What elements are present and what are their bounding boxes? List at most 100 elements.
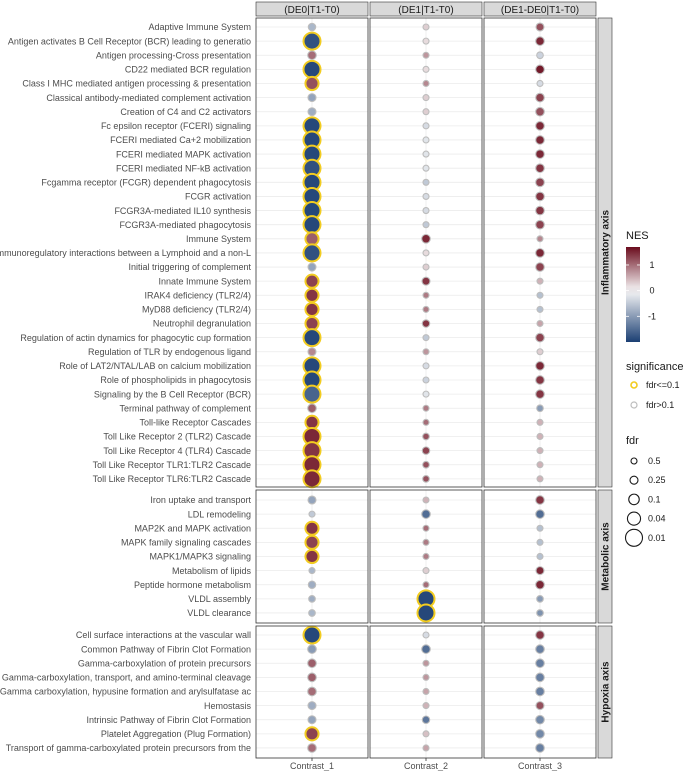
row-label: Cell surface interactions at the vascula… [76, 630, 251, 640]
data-point [422, 150, 430, 158]
row-label: Metabolism of lipids [172, 566, 252, 576]
data-point [307, 107, 317, 117]
data-point [302, 59, 322, 79]
panel-border [483, 489, 597, 624]
legend-significance-label: fdr<=0.1 [646, 380, 680, 390]
data-point [302, 31, 322, 51]
data-point [536, 404, 544, 413]
x-tick-label: Contrast_3 [518, 761, 562, 771]
facet-strip [597, 625, 613, 759]
data-point [307, 580, 317, 589]
data-point [302, 328, 322, 348]
data-point [535, 509, 545, 519]
data-point [536, 235, 544, 243]
data-point [535, 177, 545, 188]
facet-strip-label: Hypoxia axis [601, 661, 612, 723]
data-point [422, 192, 430, 200]
data-point [307, 715, 317, 725]
panel-border [255, 17, 369, 488]
legend-color-tick-label: 0 [649, 286, 654, 296]
data-point [422, 263, 430, 271]
panel-title: (DE1-DE0|T1-T0) [501, 5, 579, 16]
data-point [422, 581, 430, 589]
row-label: VLDL assembly [188, 594, 251, 604]
data-point [422, 659, 430, 667]
legend-fdr-key [629, 475, 639, 485]
row-label: Regulation of actin dynamics for phagocy… [20, 333, 251, 343]
data-point [308, 510, 316, 518]
data-point [307, 743, 317, 753]
data-point [421, 715, 431, 724]
row-label: Transport of gamma-carboxylated protein … [6, 743, 251, 753]
data-point [307, 644, 317, 654]
data-point [422, 249, 430, 257]
data-point [421, 233, 431, 244]
data-point [422, 79, 430, 88]
data-point [536, 538, 544, 546]
row-label: Immune System [186, 234, 251, 244]
data-point [422, 673, 430, 681]
data-point [422, 51, 430, 59]
data-point [422, 538, 430, 546]
panel-header-strip [255, 1, 369, 17]
data-point [535, 729, 545, 739]
row-label: FCGR activation [185, 192, 251, 202]
data-point [422, 221, 430, 229]
panel-header-strip [369, 1, 483, 17]
facet-group: Iron uptake and transport LDL remodeling M… [121, 489, 613, 624]
data-point [302, 215, 322, 235]
data-point [535, 495, 545, 505]
data-point [535, 262, 545, 272]
row-label: Intrinsic Pathway of Fibrin Clot Formati… [86, 715, 251, 725]
data-point [535, 163, 545, 174]
data-point [421, 276, 431, 286]
row-label: Toll Like Receptor 4 (TLR4) Cascade [103, 446, 251, 456]
row-label: Gamma-carboxylation of protein precursor… [78, 658, 252, 668]
row-label: MAPK family signaling cascades [121, 538, 252, 548]
data-point [302, 469, 322, 489]
data-point [536, 305, 544, 313]
row-label: FCGR3A-mediated phagocytosis [119, 220, 251, 230]
data-point [304, 534, 320, 550]
data-point [535, 658, 545, 669]
legend-fdr-label: 0.01 [648, 533, 666, 543]
data-point [536, 461, 544, 469]
data-point [307, 701, 317, 711]
data-point [535, 219, 545, 230]
data-point [535, 579, 545, 590]
row-label: Terminal pathway of complement [119, 403, 251, 413]
panel-header: (DE1|T1-T0) [369, 1, 483, 17]
row-label: Immunoregulatory interactions between a … [0, 248, 251, 258]
data-point [304, 520, 320, 536]
data-point [416, 603, 436, 623]
data-point [422, 37, 430, 45]
row-label: FCERI mediated Ca+2 mobilization [110, 135, 251, 145]
data-point [535, 672, 545, 683]
panel-border [483, 17, 597, 488]
row-label: Toll Like Receptor 2 (TLR2) Cascade [103, 432, 251, 442]
row-label: Platelet Aggregation (Plug Formation) [101, 729, 251, 739]
data-point [422, 178, 430, 186]
data-point [535, 630, 545, 640]
data-point [536, 609, 544, 617]
row-label: Fc epsilon receptor (FCERI) signaling [101, 121, 251, 131]
x-tick-label: Contrast_1 [290, 761, 334, 771]
data-point [535, 686, 545, 697]
data-point [536, 552, 544, 561]
facet-strip-label: Metabolic axis [601, 522, 612, 591]
panel-title: (DE0|T1-T0) [284, 5, 339, 16]
data-point [304, 548, 320, 565]
data-point [422, 474, 430, 483]
data-point [536, 348, 544, 356]
row-label: Creation of C4 and C2 activators [120, 107, 251, 117]
data-point [422, 108, 430, 116]
data-point [535, 566, 545, 576]
data-point [535, 191, 545, 202]
data-point [422, 631, 430, 639]
data-point [422, 404, 430, 412]
row-label: Antigen processing-Cross presentation [96, 50, 251, 60]
row-label: Toll Like Receptor TLR6:TLR2 Cascade [93, 474, 251, 484]
panel-header: (DE1-DE0|T1-T0) [483, 1, 597, 17]
row-label: Toll Like Receptor TLR1:TLR2 Cascade [93, 460, 251, 470]
data-point [422, 702, 430, 710]
